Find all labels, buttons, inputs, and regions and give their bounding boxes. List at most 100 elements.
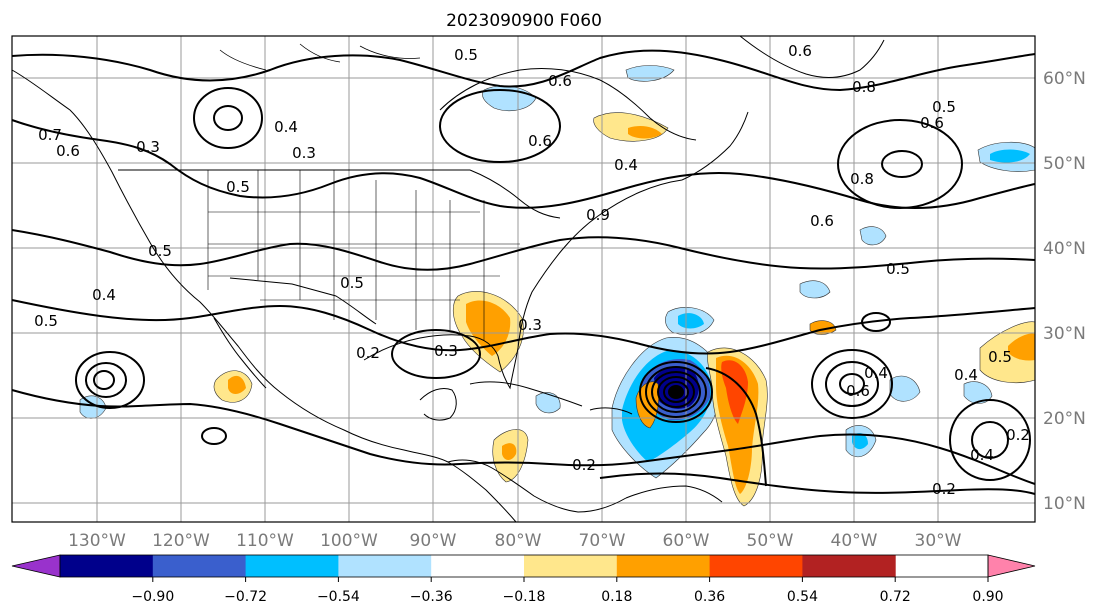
colorbar-extend-min bbox=[11, 554, 61, 578]
coastline-hudson bbox=[439, 68, 697, 141]
contour-east-low bbox=[949, 399, 1031, 481]
coastline-canada-east bbox=[681, 111, 749, 181]
contour-label: 0.5 bbox=[988, 348, 1012, 366]
contour-hurricane-ring-1 bbox=[639, 361, 713, 423]
shade-strong-positive-mexico-pacific bbox=[228, 375, 246, 394]
shade-strong-positive-caribbean bbox=[502, 443, 517, 460]
contour-hurricane-ring-5 bbox=[663, 381, 689, 403]
contour-label: 0.4 bbox=[614, 156, 638, 174]
contour-small-caribbean bbox=[201, 427, 227, 445]
colorbar-tick-label: −0.36 bbox=[410, 589, 453, 605]
contour-label: 0.3 bbox=[136, 138, 160, 156]
contour-label: 0.2 bbox=[572, 456, 596, 474]
contour-label: 0.2 bbox=[932, 480, 956, 498]
contour-label: 0.5 bbox=[454, 46, 478, 64]
contour-hurricane-tail bbox=[705, 367, 767, 487]
border-us-mexico bbox=[229, 277, 377, 325]
contour-gulf-high bbox=[391, 329, 481, 379]
contour-pacific-upper bbox=[11, 119, 1036, 209]
colorbar-tick-label: 0.72 bbox=[880, 589, 911, 605]
shade-negative-near-low-east bbox=[889, 375, 921, 402]
shade-strong-positive-southeast-us bbox=[466, 300, 511, 356]
longitude-label: 30°W bbox=[915, 531, 962, 551]
contour-atlantic-high bbox=[837, 119, 963, 209]
contour-label: 0.2 bbox=[1006, 426, 1030, 444]
latitude-label: 30°N bbox=[1043, 324, 1086, 344]
longitude-label: 60°W bbox=[663, 531, 710, 551]
shade-strong-negative-subtropical-east bbox=[852, 433, 868, 450]
shade-strong-positive-east-edge bbox=[1008, 333, 1035, 361]
contour-label: 0.5 bbox=[34, 312, 58, 330]
contour-central-atlantic-low-inner bbox=[839, 373, 865, 395]
latitude-label: 50°N bbox=[1043, 154, 1086, 174]
longitude-label: 110°W bbox=[236, 531, 294, 551]
contour-label: 0.5 bbox=[886, 260, 910, 278]
longitude-axis: 130°W 120°W 110°W 100°W 90°W 80°W 70°W 6… bbox=[68, 531, 962, 551]
state-borders bbox=[207, 170, 520, 340]
colorbar-segment bbox=[338, 555, 432, 577]
colorbar-segment bbox=[709, 555, 803, 577]
contour-label: 0.4 bbox=[864, 364, 888, 382]
latitude-axis: 60°N 50°N 40°N 30°N 20°N 10°N bbox=[1043, 69, 1086, 514]
contour-label: 0.6 bbox=[528, 132, 552, 150]
colorbar-tick-label: 0.18 bbox=[601, 589, 632, 605]
colorbar-tick-label: −0.54 bbox=[317, 589, 360, 605]
longitude-label: 100°W bbox=[320, 531, 378, 551]
contour-hurricane-ring-3 bbox=[651, 371, 701, 413]
contour-atlantic-high-inner bbox=[881, 150, 923, 178]
colorbar-extend-max bbox=[987, 554, 1036, 578]
contour-label: 0.4 bbox=[274, 118, 298, 136]
contour-hurricane-ring-4 bbox=[657, 376, 695, 408]
contour-pacific-low-mid bbox=[85, 362, 127, 398]
colorbar-tick-label: −0.72 bbox=[224, 589, 267, 605]
latitude-label: 20°N bbox=[1043, 409, 1086, 429]
contour-labrador-loop bbox=[439, 89, 561, 163]
contour-label: 0.6 bbox=[548, 72, 572, 90]
coastline-yucatan bbox=[419, 387, 457, 421]
colorbar-tick-label: −0.18 bbox=[503, 589, 546, 605]
colorbar-tick-label: 0.36 bbox=[694, 589, 725, 605]
contour-east-low-inner bbox=[971, 421, 1009, 459]
colorbar-segment bbox=[431, 555, 525, 577]
shade-negative-far-east-south bbox=[963, 381, 993, 404]
longitude-label: 80°W bbox=[495, 531, 542, 551]
longitude-label: 50°W bbox=[747, 531, 794, 551]
latitude-label: 60°N bbox=[1043, 69, 1086, 89]
contour-label: 0.3 bbox=[434, 342, 458, 360]
contour-label: 0.6 bbox=[56, 142, 80, 160]
map-panel: 0.5 0.6 0.6 0.6 0.8 0.5 0.6 0.4 0.8 0.6 … bbox=[11, 35, 1036, 523]
contour-hurricane-eye bbox=[668, 385, 684, 399]
contour-label: 0.6 bbox=[920, 114, 944, 132]
contour-pacific-low-inner bbox=[93, 370, 115, 390]
contour-label-layer: 0.5 0.6 0.6 0.6 0.8 0.5 0.6 0.4 0.8 0.6 … bbox=[34, 42, 1030, 498]
colorbar-segment bbox=[524, 555, 618, 577]
contour-central-atlantic-low-mid bbox=[825, 361, 879, 407]
longitude-label: 40°W bbox=[831, 531, 878, 551]
coastline-hispaniola bbox=[589, 407, 633, 415]
longitude-label: 130°W bbox=[68, 531, 126, 551]
contour-midlat bbox=[11, 229, 1036, 271]
contour-southern bbox=[599, 472, 1036, 495]
colorbar-segment bbox=[802, 555, 896, 577]
longitude-label: 120°W bbox=[152, 531, 210, 551]
contour-label: 0.7 bbox=[38, 126, 62, 144]
contour-label: 0.5 bbox=[340, 274, 364, 292]
map-frame bbox=[11, 35, 1036, 523]
contour-label: 0.8 bbox=[850, 170, 874, 188]
shade-negative-central-atlantic bbox=[859, 226, 887, 246]
colorbar: −0.90 −0.72 −0.54 −0.36 −0.18 0.18 0.36 0.54 0.7… bbox=[11, 554, 1036, 605]
colorbar-segment bbox=[60, 555, 154, 577]
contour-subtropical bbox=[11, 299, 1036, 355]
latitude-label: 10°N bbox=[1043, 494, 1086, 514]
contour-label: 0.4 bbox=[92, 286, 116, 304]
shade-strong-negative-east-atlantic bbox=[990, 149, 1030, 163]
shade-strong-positive-newfoundland bbox=[628, 126, 662, 139]
shade-negative-hudson-east bbox=[625, 65, 675, 82]
coastline-south-america bbox=[625, 485, 723, 503]
coastline-baja bbox=[213, 317, 267, 389]
shade-strong-negative-hurricane-north bbox=[678, 313, 704, 329]
coastline-islands-north bbox=[219, 43, 421, 71]
contour-label: 0.5 bbox=[148, 242, 172, 260]
colorbar-segment bbox=[616, 555, 711, 577]
